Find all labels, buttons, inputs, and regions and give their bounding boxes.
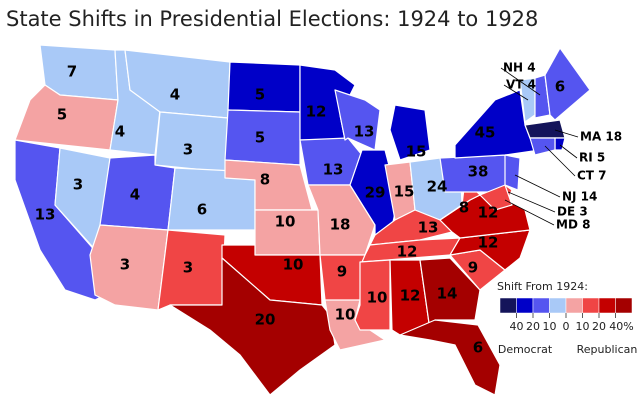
state-label: 10 (283, 256, 304, 274)
state (544, 47, 591, 121)
leader-line (500, 67, 541, 96)
state-label: 13 (35, 206, 56, 224)
legend-swatch (598, 297, 616, 314)
state-label: 3 (120, 256, 130, 274)
state-label: 14 (437, 285, 458, 303)
state (389, 104, 431, 161)
state-label: 5 (57, 106, 67, 124)
legend-tick-label: 40 (510, 320, 524, 333)
legend-swatch (516, 297, 534, 314)
state-label: 5 (255, 129, 265, 147)
state-label: 8 (260, 171, 270, 189)
map-title: State Shifts in Presidential Elections: … (6, 7, 538, 31)
leader-line (559, 144, 578, 159)
leader-line (544, 145, 576, 177)
state-label: 12 (306, 103, 327, 121)
state-label: NH 4 (503, 61, 536, 75)
state-label: 29 (365, 184, 386, 202)
state-label: 10 (335, 306, 356, 324)
state-label: 13 (354, 123, 375, 141)
state-label: DE 3 (557, 205, 588, 219)
leader-line (554, 129, 579, 138)
legend-swatch (549, 297, 567, 314)
state-label: 9 (337, 263, 347, 281)
state-label: 38 (468, 163, 489, 181)
leader-line (503, 84, 529, 101)
state-label: 5 (255, 86, 265, 104)
state-label: 3 (183, 141, 193, 159)
state-label: 12 (400, 287, 421, 305)
state-label: 10 (367, 289, 388, 307)
state-label: 6 (197, 201, 207, 219)
state (479, 184, 513, 211)
state-label: VT 4 (506, 78, 536, 92)
state-label: 4 (115, 123, 125, 141)
leader-line (504, 199, 555, 226)
state (504, 154, 521, 191)
state-label: NJ 14 (562, 190, 597, 204)
state-label: 9 (468, 259, 478, 277)
state-label: RI 5 (579, 151, 605, 165)
legend-swatch (499, 297, 517, 314)
state-label: 3 (183, 259, 193, 277)
state-label: 24 (427, 178, 448, 196)
state-label: MD 8 (556, 218, 590, 232)
state-label: 10 (275, 213, 296, 231)
state (334, 89, 381, 151)
legend-right: Republican (577, 343, 638, 356)
legend-tick-label: 0 (563, 320, 570, 333)
legend-swatch (582, 297, 600, 314)
leader-line (514, 174, 561, 198)
legend-left: Democrat (498, 343, 553, 356)
state-label: 6 (555, 78, 565, 96)
legend-tick-label: 20 (526, 320, 540, 333)
legend-title: Shift From 1924: (497, 280, 588, 293)
legend-tick-label: 40% (609, 320, 633, 333)
state-label: 12 (397, 243, 418, 261)
state-label: 12 (478, 204, 499, 222)
state-label: 12 (478, 234, 499, 252)
state-label: 45 (475, 124, 496, 142)
legend-tick-label: 20 (592, 320, 606, 333)
legend-tick-label: 10 (576, 320, 590, 333)
state-label: CT 7 (577, 169, 607, 183)
state-label: 15 (394, 183, 415, 201)
legend-swatch (565, 297, 583, 314)
state-label: 20 (255, 311, 276, 329)
state-label: 18 (330, 216, 351, 234)
legend-swatch (615, 297, 633, 314)
state (529, 137, 556, 156)
legend-tick-label: 10 (543, 320, 557, 333)
state-label: MA 18 (580, 130, 622, 144)
state-label: 6 (473, 339, 483, 357)
state-label: 4 (130, 186, 140, 204)
state (399, 319, 501, 396)
state-label: 3 (73, 176, 83, 194)
state-label: 4 (170, 86, 180, 104)
state-label: 8 (459, 199, 469, 217)
state-label: 13 (323, 161, 344, 179)
state (169, 257, 336, 396)
state-label: 7 (67, 63, 77, 81)
leader-line (507, 191, 556, 213)
legend-swatch (532, 297, 550, 314)
state-label: 15 (406, 143, 427, 161)
state-label: 13 (418, 219, 439, 237)
